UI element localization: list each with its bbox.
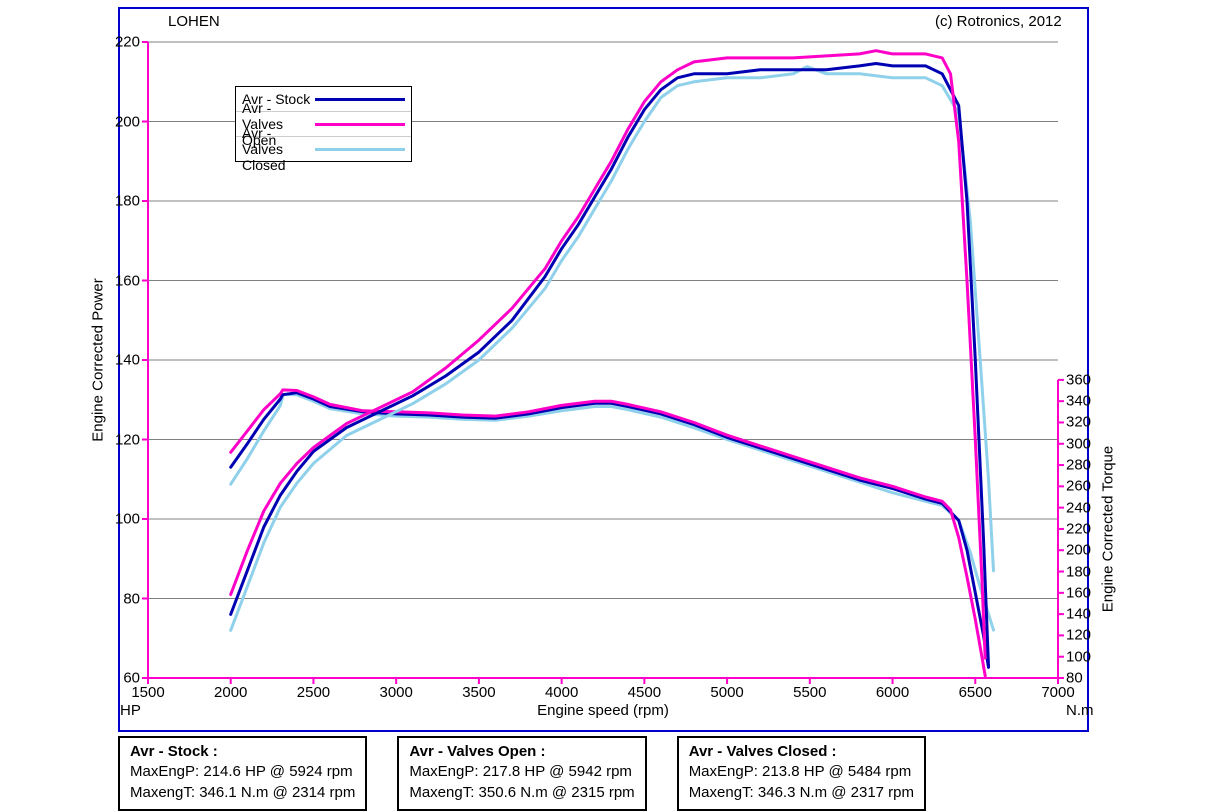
y-right-tick-label: 200	[1066, 542, 1091, 559]
y-right-tick-label: 220	[1066, 520, 1091, 537]
unit-label-hp: HP	[120, 702, 141, 719]
y-left-tick-label: 160	[100, 272, 140, 289]
y-right-tick-label: 180	[1066, 563, 1091, 580]
y-right-tick-label: 360	[1066, 371, 1091, 388]
summary-title: Avr - Stock :	[130, 742, 355, 762]
y-right-tick-label: 280	[1066, 457, 1091, 474]
unit-label-nm: N.m	[1066, 702, 1094, 719]
x-tick-label: 3500	[462, 684, 495, 701]
y-left-tick-label: 140	[100, 352, 140, 369]
x-tick-label: 5500	[793, 684, 826, 701]
summary-line: MaxengT: 346.3 N.m @ 2317 rpm	[689, 783, 914, 803]
chart-title-right: (c) Rotronics, 2012	[935, 13, 1096, 30]
y-left-tick-label: 120	[100, 431, 140, 448]
x-tick-label: 5000	[710, 684, 743, 701]
y-right-tick-label: 120	[1066, 627, 1091, 644]
x-tick-label: 6000	[876, 684, 909, 701]
legend-item: Avr - Valves Closed	[236, 137, 411, 161]
y-right-tick-label: 240	[1066, 499, 1091, 516]
x-tick-label: 7000	[1041, 684, 1074, 701]
summary-line: MaxengT: 350.6 N.m @ 2315 rpm	[409, 783, 634, 803]
y-left-tick-label: 80	[100, 590, 140, 607]
y-right-tick-label: 140	[1066, 606, 1091, 623]
summary-box: Avr - Valves Open :MaxEngP: 217.8 HP @ 5…	[397, 736, 646, 811]
y-left-tick-label: 180	[100, 193, 140, 210]
legend-swatch	[315, 123, 405, 126]
summary-line: MaxEngP: 214.6 HP @ 5924 rpm	[130, 762, 355, 782]
legend-item-label: Avr - Valves Closed	[242, 125, 315, 173]
summary-row: Avr - Stock :MaxEngP: 214.6 HP @ 5924 rp…	[118, 736, 926, 811]
y-right-tick-label: 80	[1066, 670, 1083, 687]
legend-swatch	[315, 98, 405, 101]
summary-box: Avr - Valves Closed :MaxEngP: 213.8 HP @…	[677, 736, 926, 811]
y-right-tick-label: 160	[1066, 584, 1091, 601]
dyno-chart-page: LOHEN (c) Rotronics, 2012 Engine Correct…	[0, 0, 1214, 809]
y-axis-label-right: Engine Corrected Torque	[1100, 446, 1117, 613]
x-tick-label: 4000	[545, 684, 578, 701]
y-left-tick-label: 220	[100, 34, 140, 51]
y-right-tick-label: 320	[1066, 414, 1091, 431]
x-tick-label: 6500	[959, 684, 992, 701]
y-right-tick-label: 340	[1066, 393, 1091, 410]
summary-box: Avr - Stock :MaxEngP: 214.6 HP @ 5924 rp…	[118, 736, 367, 811]
y-right-tick-label: 100	[1066, 648, 1091, 665]
legend-swatch	[315, 148, 405, 151]
x-tick-label: 4500	[628, 684, 661, 701]
x-tick-label: 2000	[214, 684, 247, 701]
y-left-tick-label: 60	[100, 670, 140, 687]
summary-line: MaxengT: 346.1 N.m @ 2314 rpm	[130, 783, 355, 803]
y-right-tick-label: 300	[1066, 435, 1091, 452]
y-left-tick-label: 200	[100, 113, 140, 130]
x-tick-label: 1500	[131, 684, 164, 701]
summary-line: MaxEngP: 213.8 HP @ 5484 rpm	[689, 762, 914, 782]
summary-title: Avr - Valves Open :	[409, 742, 634, 762]
legend: Avr - StockAvr - Valves OpenAvr - Valves…	[235, 86, 412, 162]
summary-title: Avr - Valves Closed :	[689, 742, 914, 762]
x-axis-label: Engine speed (rpm)	[537, 702, 669, 719]
x-tick-label: 3000	[379, 684, 412, 701]
y-right-tick-label: 260	[1066, 478, 1091, 495]
summary-line: MaxEngP: 217.8 HP @ 5942 rpm	[409, 762, 634, 782]
y-left-tick-label: 100	[100, 511, 140, 528]
chart-title-left: LOHEN	[168, 13, 220, 30]
x-tick-label: 2500	[297, 684, 330, 701]
